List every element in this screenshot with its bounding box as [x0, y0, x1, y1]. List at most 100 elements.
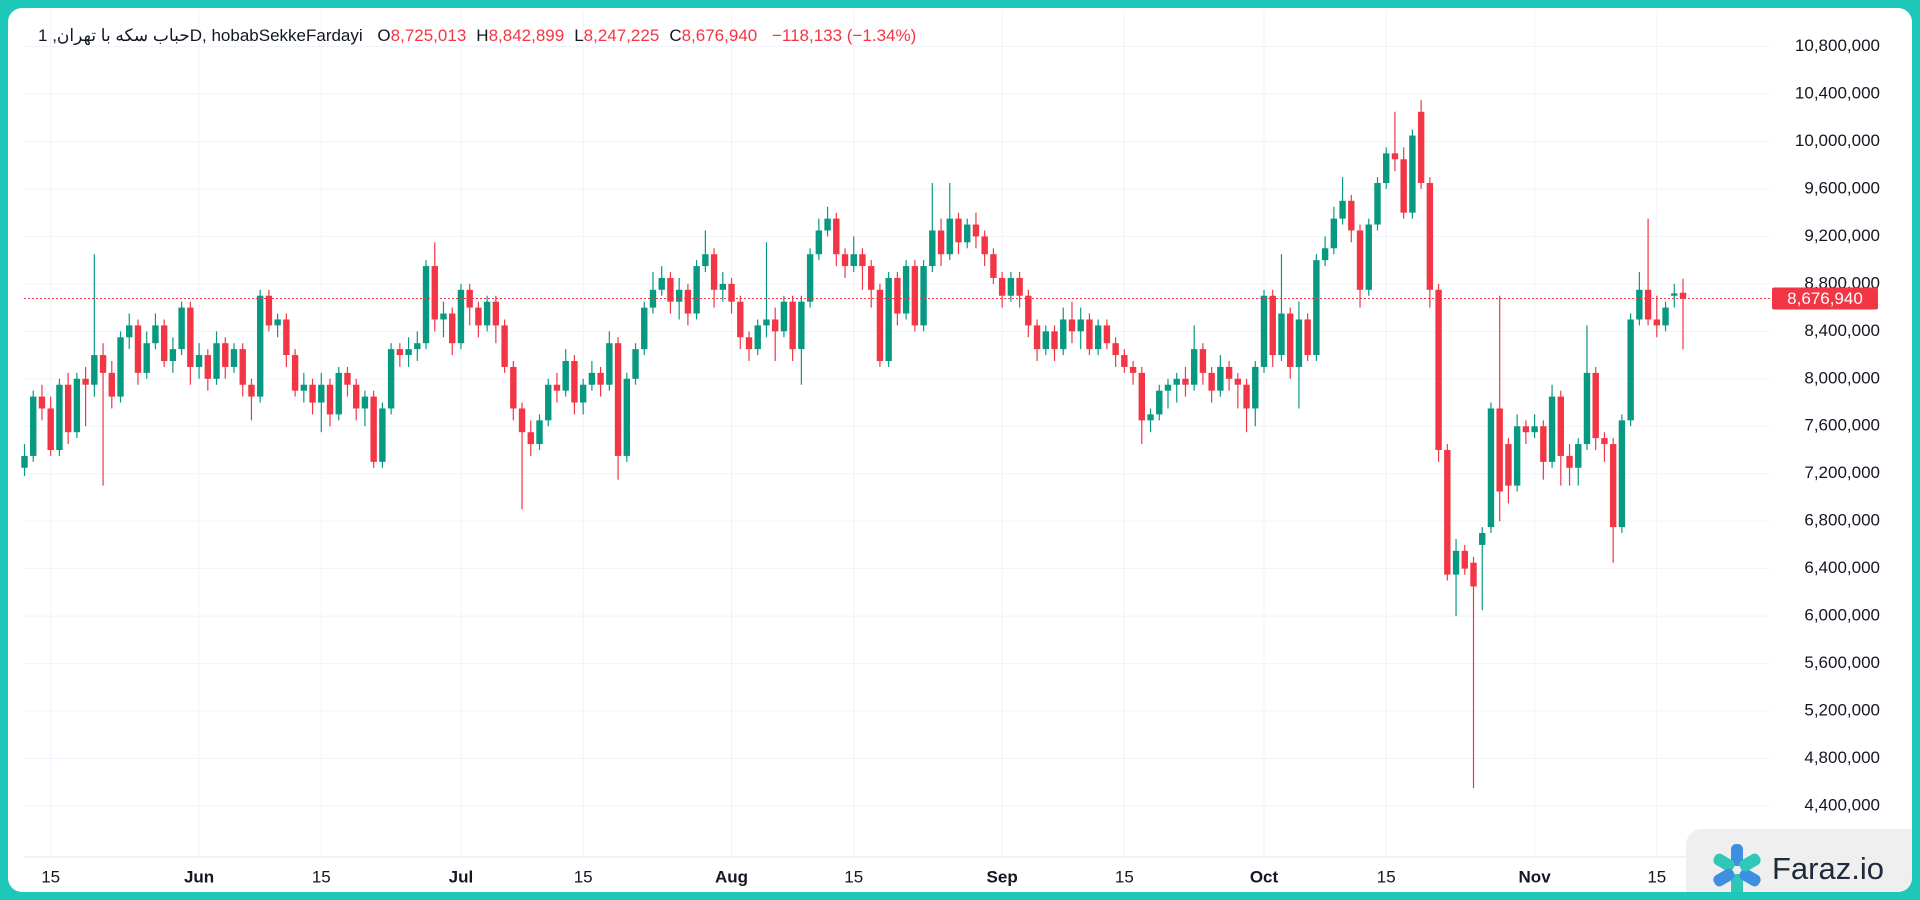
- legend-key: O: [377, 26, 391, 45]
- y-tick-label: 8,400,000: [1804, 321, 1880, 340]
- candle-body: [143, 343, 150, 373]
- candle-body: [21, 455, 28, 468]
- chart: 4,400,000 4,800,000 5,200,000 5,600,000 6,00…: [21, 10, 1880, 886]
- y-tick-label: 8,000,000: [1804, 368, 1880, 387]
- candle-body: [353, 384, 360, 409]
- x-tick-label: 15: [1647, 867, 1666, 886]
- candle-body: [728, 283, 735, 302]
- y-tick-label: 5,600,000: [1804, 653, 1880, 672]
- candle-body: [1513, 426, 1521, 486]
- candle-body: [344, 372, 351, 385]
- candle-body: [501, 325, 508, 367]
- candle-body: [518, 408, 526, 433]
- x-tick-label: 15: [574, 867, 593, 886]
- candle-body: [1409, 135, 1416, 213]
- candles: [21, 99, 1687, 789]
- candle-body: [309, 384, 316, 403]
- candle-body: [553, 384, 561, 391]
- grid: [24, 10, 1770, 857]
- candle-body: [824, 218, 831, 231]
- candle-body: [1147, 414, 1154, 421]
- candle-body: [160, 325, 168, 361]
- candle-body: [719, 283, 727, 290]
- y-tick-label: 6,400,000: [1804, 558, 1880, 577]
- candle-body: [1164, 384, 1172, 391]
- candle-body: [597, 372, 604, 385]
- legend-value: 8,247,225: [583, 26, 660, 45]
- candle-body: [876, 289, 884, 361]
- ohlc-values: O8,725,013 H8,842,899 L8,247,225 C8,676,940: [367, 26, 757, 45]
- candle-body: [641, 307, 648, 350]
- candle-body: [1644, 289, 1652, 320]
- candle-body: [868, 266, 875, 290]
- candle-body: [73, 378, 81, 433]
- candle-body: [1121, 355, 1128, 367]
- candle-body: [693, 266, 700, 314]
- candle-body: [1356, 230, 1364, 290]
- candle-body: [335, 372, 342, 415]
- candle-body: [134, 325, 142, 373]
- candle-body: [1627, 319, 1634, 421]
- candle-body: [815, 230, 823, 255]
- candle-body: [1636, 289, 1643, 320]
- candle-body: [361, 396, 369, 409]
- candle-body: [1452, 550, 1460, 575]
- legend-header: حباب سکه با تهران, 1D, hobabSekkeFardayi…: [38, 26, 916, 46]
- candle-body: [1496, 408, 1503, 492]
- candle-body: [213, 343, 220, 379]
- candle-body: [588, 372, 596, 385]
- candle-body: [1025, 295, 1032, 326]
- candle-body: [274, 319, 281, 326]
- candle-body: [614, 343, 622, 456]
- candle-body: [387, 349, 395, 409]
- candle-body: [990, 254, 997, 278]
- candle-body: [972, 224, 980, 237]
- candle-body: [1252, 366, 1259, 409]
- candle-body: [1295, 319, 1303, 367]
- candle-body: [1208, 372, 1215, 391]
- candle-body: [291, 355, 299, 391]
- candle-body: [632, 349, 639, 379]
- candle-body: [370, 396, 377, 462]
- candle-body: [833, 218, 840, 255]
- candle-body: [667, 277, 674, 302]
- candle-body: [475, 307, 482, 326]
- candle-body: [606, 343, 613, 385]
- candle-body: [431, 266, 438, 320]
- candle-body: [1391, 153, 1399, 160]
- candle-body: [187, 307, 194, 367]
- candle-body: [920, 266, 927, 326]
- candle-body: [684, 289, 692, 314]
- y-tick-label: 4,400,000: [1804, 795, 1880, 814]
- x-tick-label: Jun: [184, 867, 214, 886]
- chart-title: حباب سکه با تهران, 1D, hobabSekkeFardayi: [38, 26, 363, 45]
- candle-body: [737, 301, 744, 338]
- candle-body: [1060, 319, 1067, 350]
- candle-body: [1051, 331, 1058, 350]
- candle-body: [30, 396, 37, 456]
- candle-body: [658, 277, 665, 290]
- candle-body: [562, 360, 569, 391]
- legend-key: L: [574, 26, 584, 45]
- candle-body: [56, 384, 63, 450]
- candle-body: [1662, 307, 1669, 326]
- legend-value: 8,842,899: [488, 26, 565, 45]
- candle-body: [47, 408, 54, 450]
- candle-body: [1592, 372, 1599, 439]
- candle-body: [1269, 295, 1276, 356]
- candle-body: [1286, 313, 1294, 367]
- x-tick-label: 15: [41, 867, 60, 886]
- candle-body: [806, 254, 814, 302]
- x-tick-label: 15: [1377, 867, 1396, 886]
- legend-value: 8,676,940: [681, 26, 758, 45]
- candle-body: [702, 254, 709, 267]
- candle-body: [449, 313, 456, 344]
- candle-body: [152, 325, 159, 344]
- y-tick-label: 10,800,000: [1795, 36, 1880, 55]
- candle-body: [178, 307, 185, 350]
- candle-body: [1199, 349, 1207, 373]
- candle-body: [946, 218, 953, 255]
- candle-body: [981, 236, 988, 255]
- candle-body: [1679, 292, 1687, 299]
